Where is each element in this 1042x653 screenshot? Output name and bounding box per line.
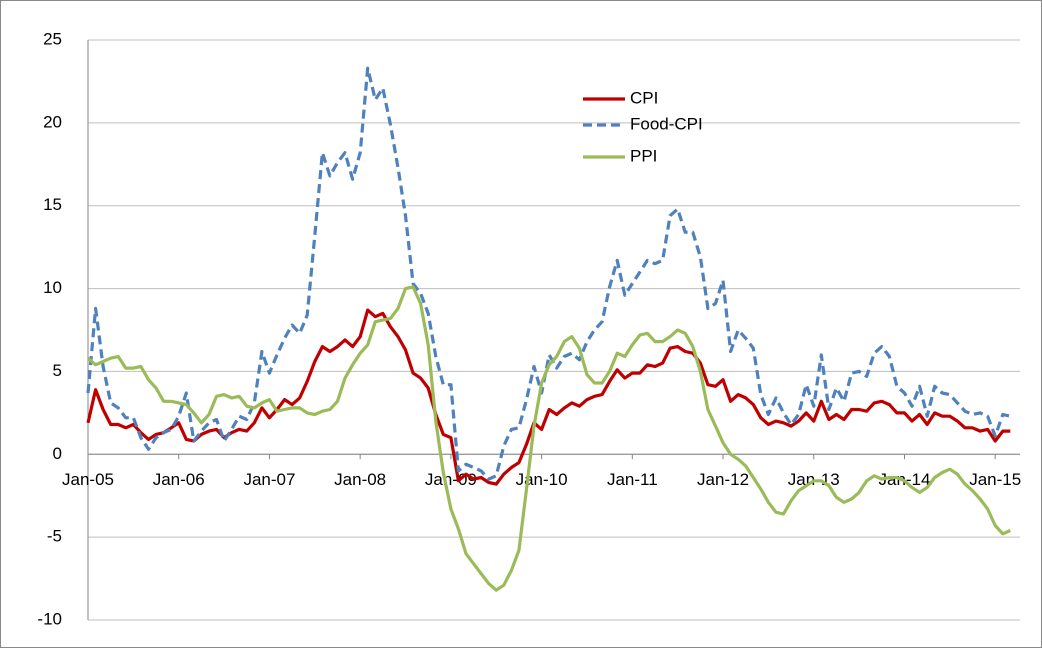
y-tick-label: -5: [47, 527, 62, 546]
legend-label: CPI: [630, 88, 658, 107]
x-tick-label: Jan-10: [516, 470, 568, 489]
x-tick-label: Jan-12: [697, 470, 749, 489]
y-tick-label: 25: [43, 29, 62, 48]
line-series: [86, 66, 1011, 481]
legend-label: PPI: [630, 146, 657, 165]
y-tick-label: 10: [43, 278, 62, 297]
x-tick-label: Jan-05: [62, 470, 114, 489]
x-tick-label: Jan-15: [969, 470, 1021, 489]
x-tick-label: Jan-11: [607, 470, 658, 489]
legend-label: Food-CPI: [630, 114, 703, 133]
y-tick-label: -10: [37, 609, 62, 628]
x-tick-label: Jan-09: [425, 470, 477, 489]
x-tick-label: Jan-08: [334, 470, 386, 489]
y-tick-label: 0: [53, 444, 62, 463]
y-tick-label: 5: [53, 361, 62, 380]
x-tick-label: Jan-07: [243, 470, 295, 489]
x-tick-label: Jan-06: [153, 470, 205, 489]
line-series: [86, 308, 1011, 486]
y-tick-label: 15: [43, 195, 62, 214]
y-tick-label: 20: [43, 112, 62, 131]
line-series: [86, 285, 1011, 592]
